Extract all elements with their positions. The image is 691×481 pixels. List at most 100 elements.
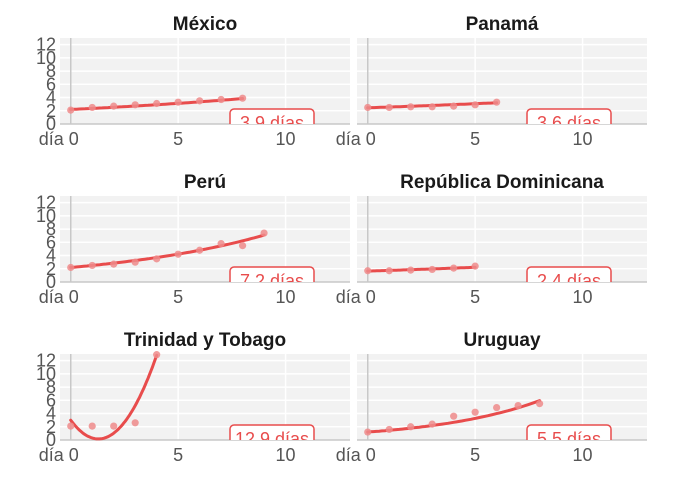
panel-1-x-tick-label: día 0 xyxy=(39,129,79,149)
panel-1-data-point xyxy=(174,98,182,106)
panel-1-x-tick-label: 5 xyxy=(173,129,183,149)
panel-5-trend-line xyxy=(69,353,159,441)
panel-3-data-point xyxy=(217,240,225,248)
panel-5-data-point xyxy=(88,422,96,430)
panel-3-y-tick-label: 0 xyxy=(46,272,56,292)
panel-3-doubling-badge-box xyxy=(229,266,315,282)
panel-1-y-tick-label: 6 xyxy=(46,74,56,94)
panel-6-doubling-badge-box xyxy=(526,424,612,440)
panel-5-y-tick-label: 12 xyxy=(36,351,56,371)
panel-2-data-point xyxy=(450,102,458,110)
panel-3-data-point xyxy=(196,246,204,254)
panel-3-y-tick-label: 4 xyxy=(46,246,56,266)
panel-6-data-point xyxy=(385,425,393,434)
panel-1-y-tick-label: 0 xyxy=(46,114,56,134)
panel-2-x-tick-label: 5 xyxy=(470,129,480,149)
panel-6-doubling-label: 5.5 días xyxy=(537,429,601,449)
panel-1-data-point xyxy=(153,99,161,108)
panel-4-data-point xyxy=(407,266,415,274)
panel-3-x-tick-label: día 0 xyxy=(39,287,79,307)
panel-1-doubling-badge: 3.9 días xyxy=(229,108,315,133)
panel-6-data-point xyxy=(450,412,458,420)
panel-1-data-point xyxy=(196,97,204,105)
panel-1-x-tick-label: 10 xyxy=(276,129,296,149)
panel-5-y-tick-label: 6 xyxy=(46,390,56,410)
panel-1-y-tick-label: 8 xyxy=(46,61,56,81)
panel-3-y-tick-label: 10 xyxy=(36,206,56,226)
panel-1-data-point xyxy=(217,95,225,104)
panel-5-x-tick-label: 5 xyxy=(173,445,183,465)
panel-5-doubling-label: 12.9 días xyxy=(235,429,309,449)
panel-3-y-tick-label: 6 xyxy=(46,232,56,252)
panel-4-title: República Dominicana xyxy=(400,172,604,193)
panel-2-data-point xyxy=(407,103,415,111)
panel-3-data-point xyxy=(88,261,96,270)
panel-3-data-point xyxy=(131,258,139,266)
panel-5-data-point xyxy=(67,422,75,430)
panel-6-x-tick-label: día 0 xyxy=(336,445,376,465)
panel-1-doubling-label: 3.9 días xyxy=(240,113,304,133)
panel-1-y-tick-label: 10 xyxy=(36,48,56,68)
panel-6-data-point xyxy=(514,402,522,410)
panel-3-data-point xyxy=(110,260,118,268)
panel-1-title: México xyxy=(173,14,237,35)
panel-3-data-point xyxy=(153,255,161,263)
panel-3-x-tick-label: 5 xyxy=(173,287,183,307)
panel-3-x-tick-label: 10 xyxy=(276,287,296,307)
panel-4-x-tick-label: día 0 xyxy=(336,287,376,307)
panel-5-y-tick-label: 8 xyxy=(46,377,56,397)
panel-3-y-tick-label: 2 xyxy=(46,259,56,279)
panel-2-data-point xyxy=(385,103,393,112)
panel-6-doubling-badge: 5.5 días xyxy=(526,424,612,449)
panel-4-x-tick-label: 10 xyxy=(573,287,593,307)
panel-6-title: Uruguay xyxy=(463,330,541,351)
panel-3-doubling-label: 7.2 días xyxy=(240,271,304,291)
panel-6-data-point xyxy=(364,428,372,436)
panel-5-y-tick-label: 10 xyxy=(36,364,56,384)
panel-3-data-point xyxy=(260,229,268,237)
panel-6-x-tick-label: 10 xyxy=(573,445,593,465)
panel-6-data-point xyxy=(535,400,544,408)
panel-5-data-point xyxy=(131,419,139,427)
panel-6-data-point xyxy=(428,420,436,428)
panel-6-trend-line xyxy=(366,399,542,434)
panel-1-y-tick-label: 12 xyxy=(36,35,56,55)
panel-3-trend-line xyxy=(69,233,266,269)
panel-5-doubling-badge: 12.9 días xyxy=(229,424,315,449)
panel-3-title: Perú xyxy=(184,172,226,193)
panel-1-data-point xyxy=(88,103,96,112)
panel-2-x-tick-label: día 0 xyxy=(336,129,376,149)
panel-1-data-point xyxy=(67,106,75,114)
panel-4-data-point xyxy=(450,264,458,272)
panel-1-data-point xyxy=(238,94,247,102)
panel-3-data-point xyxy=(174,250,182,258)
panel-5-x-tick-label: 10 xyxy=(276,445,296,465)
panel-6-data-point xyxy=(493,403,501,412)
panel-4-data-point xyxy=(428,265,436,274)
panel-2-data-point xyxy=(364,103,372,112)
panel-4-data-point xyxy=(364,267,372,275)
panel-1-data-point xyxy=(110,102,118,110)
panel-5-title: Trinidad y Tobago xyxy=(124,330,286,351)
panel-4-data-point xyxy=(471,262,479,270)
panel-4-doubling-badge-box xyxy=(526,266,612,282)
panel-1-y-tick-label: 2 xyxy=(46,101,56,121)
panel-6-data-point xyxy=(407,423,415,431)
panel-2-doubling-badge: 3.6 días xyxy=(526,108,612,124)
panel-2-data-point xyxy=(493,98,501,106)
panel-3-doubling-badge: 7.2 días xyxy=(229,266,315,291)
panel-5-y-tick-label: 2 xyxy=(46,417,56,437)
panel-4-x-tick-label: 5 xyxy=(470,287,480,307)
panel-3-data-point xyxy=(238,242,247,250)
panel-2-data-point xyxy=(471,101,479,109)
panel-2-doubling-badge-box xyxy=(526,108,612,124)
panel-5-data-point xyxy=(110,422,118,430)
panel-1-data-point xyxy=(131,101,139,109)
panel-5-y-tick-label: 4 xyxy=(46,404,56,424)
panel-2-x-tick-label: 10 xyxy=(573,129,593,149)
panel-6-data-point xyxy=(471,408,479,416)
panel-1-doubling-badge-box xyxy=(229,108,315,124)
panel-3-y-tick-label: 8 xyxy=(46,219,56,239)
